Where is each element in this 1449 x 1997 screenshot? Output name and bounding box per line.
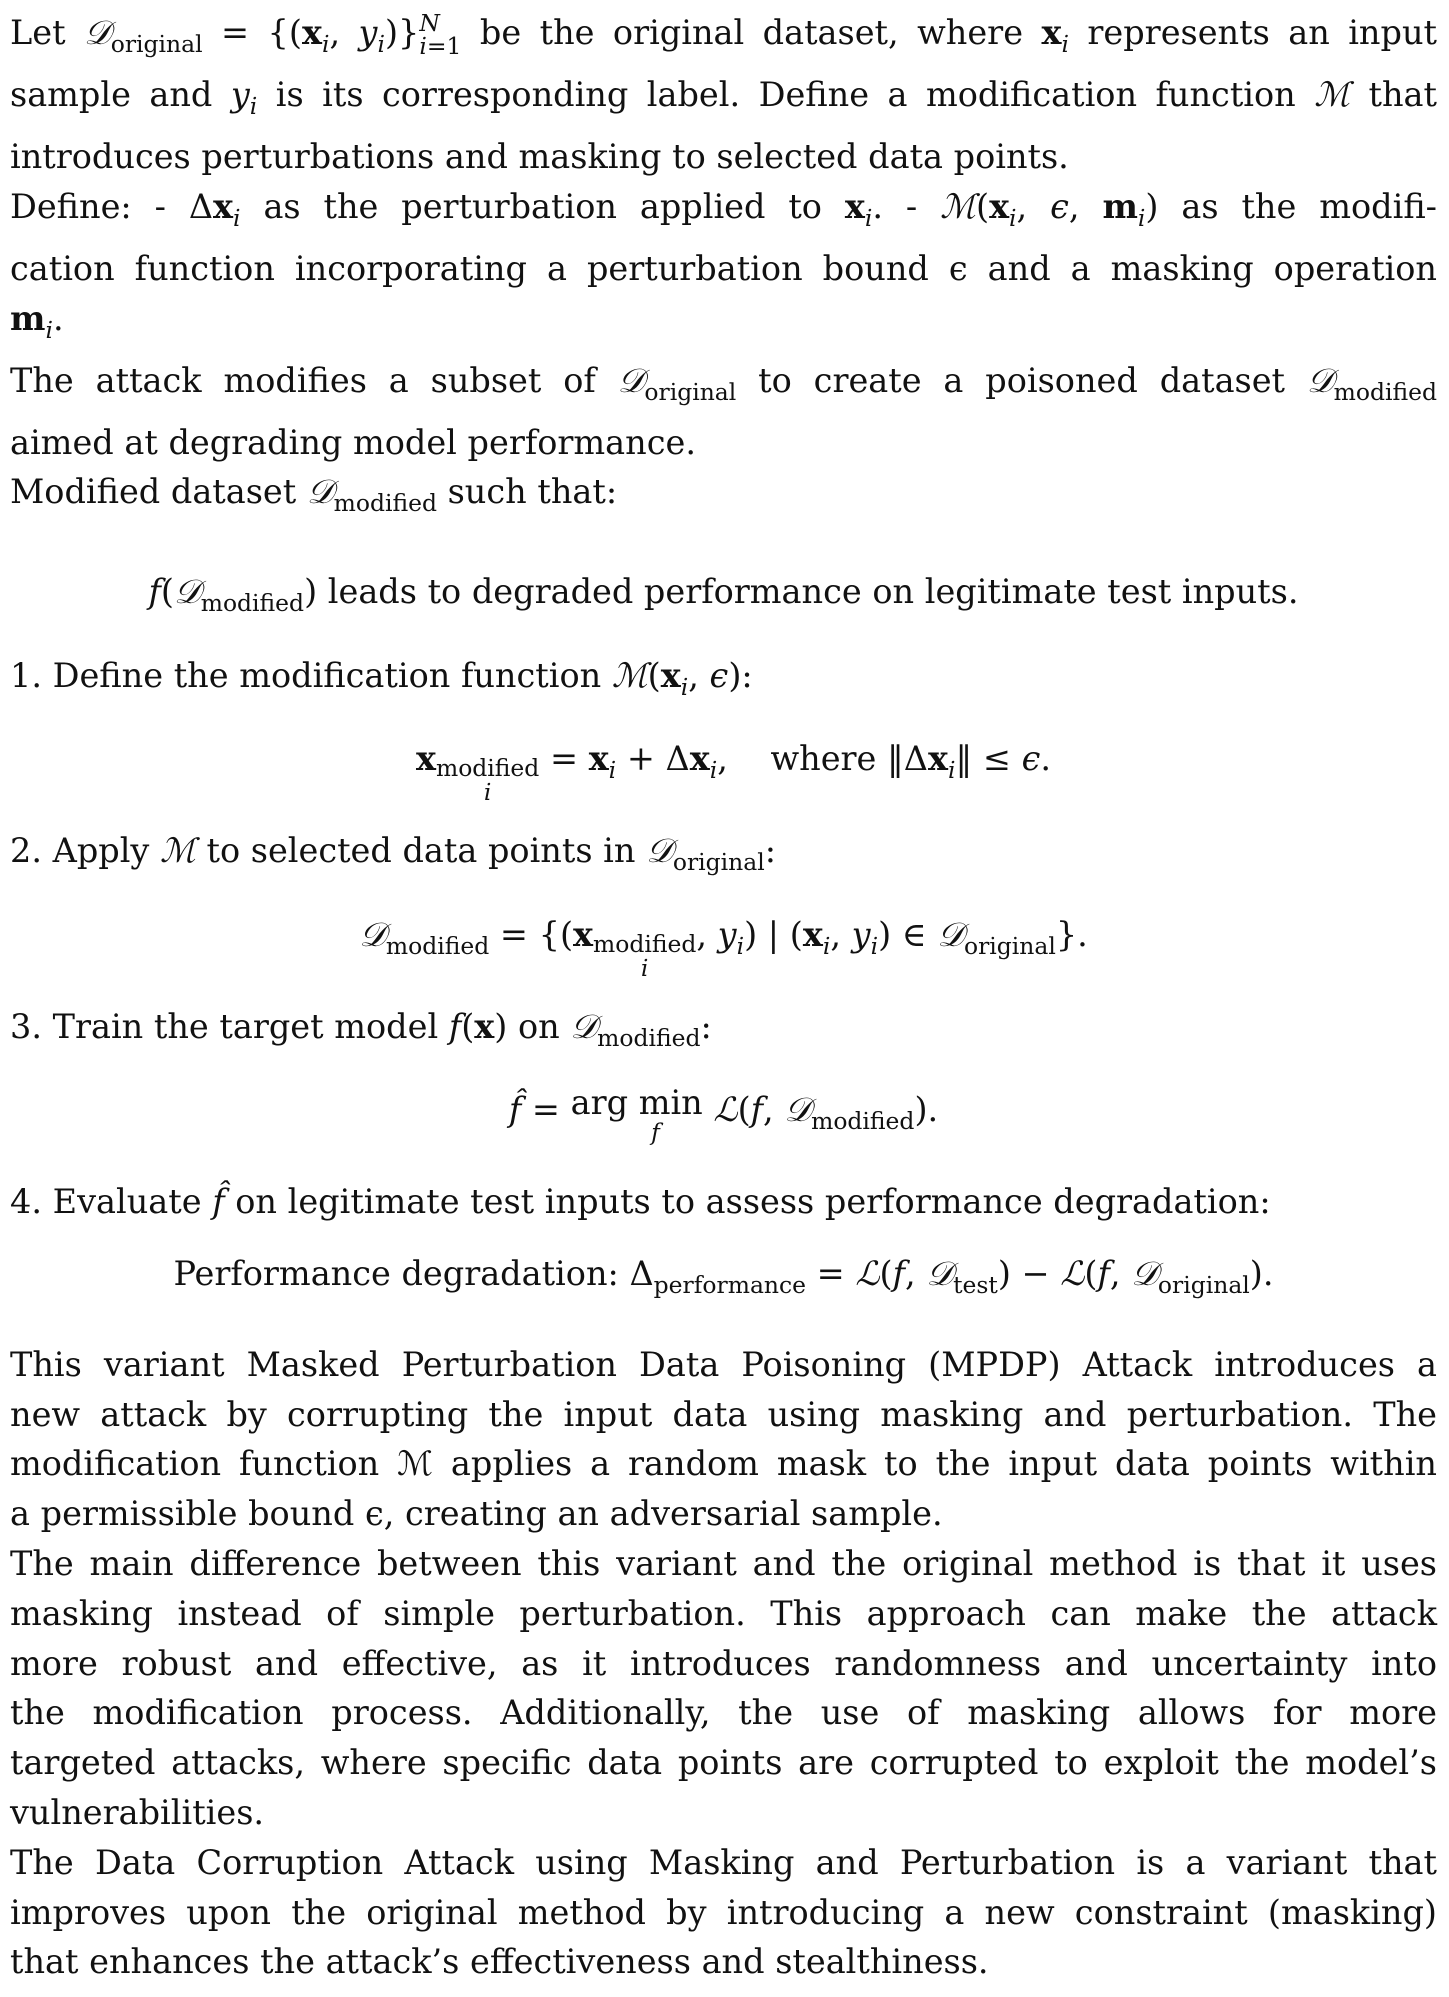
para1-line-1: This variant Masked Perturbation Data Po… [10, 1344, 1437, 1384]
intro-line-3: introduces perturbations and masking to … [10, 137, 1069, 176]
para1-line-2: new attack by corrupting the input data … [10, 1394, 1437, 1434]
para3-line-3: that enhances the attack’s effectiveness… [10, 1942, 989, 1982]
attack-line-2: aimed at degrading model performance. [10, 422, 696, 462]
conclusion-paragraphs: This variant Masked Perturbation Data Po… [10, 1340, 1437, 1987]
para2-line-3: more robust and effective, as it introdu… [10, 1643, 1437, 1683]
attack-line-3: Modified dataset 𝒟modified such that: [10, 472, 618, 518]
para2-line-2: masking instead of simple perturbation. … [10, 1593, 1437, 1633]
para2-line-4: the modification process. Additionally, … [10, 1693, 1437, 1733]
display-degraded: f(𝒟modified) leads to degraded performan… [148, 572, 1299, 618]
para1-line-4: a permissible bound ϵ, creating an adver… [10, 1494, 943, 1534]
step-2: 2. Apply ℳ to selected data points in 𝒟o… [10, 831, 777, 877]
intro-line-2: sample and yi is its corresponding label… [10, 75, 1437, 121]
equation-3: f̂ = arg min f ℒ(f, 𝒟modified). [508, 1083, 939, 1147]
attack-line-1: The attack modifies a subset of 𝒟origina… [10, 360, 1437, 406]
define-line-2: cation function incorporating a perturba… [10, 248, 1437, 288]
step-3: 3. Train the target model f(x) on 𝒟modif… [10, 1007, 712, 1053]
para2-line-6: vulnerabilities. [10, 1792, 265, 1832]
para3-line-2: improves upon the original method by int… [10, 1892, 1437, 1932]
define-line-3: mi. [10, 298, 64, 344]
step-4: 4. Evaluate f̂ on legitimate test inputs… [10, 1181, 1271, 1221]
para2-line-5: targeted attacks, where specific data po… [10, 1743, 1437, 1783]
para3-line-1: The Data Corruption Attack using Masking… [10, 1842, 1437, 1882]
equation-1: x modified i = xi + Δxi, where ‖Δxi‖ ≤ ϵ. [415, 738, 1052, 806]
equation-2: 𝒟modified = {(x modified i, yi) | (xi, yi)… [359, 914, 1088, 982]
step-1: 1. Define the modification function ℳ(xi… [10, 655, 753, 701]
para2-line-1: The main difference between this variant… [10, 1543, 1437, 1583]
para1-line-3: modification function ℳ applies a random… [10, 1444, 1437, 1484]
equation-4: Performance degradation: Δperformance = … [173, 1253, 1274, 1299]
define-line-1: Define: - Δxi as the perturbation applie… [10, 186, 1437, 232]
